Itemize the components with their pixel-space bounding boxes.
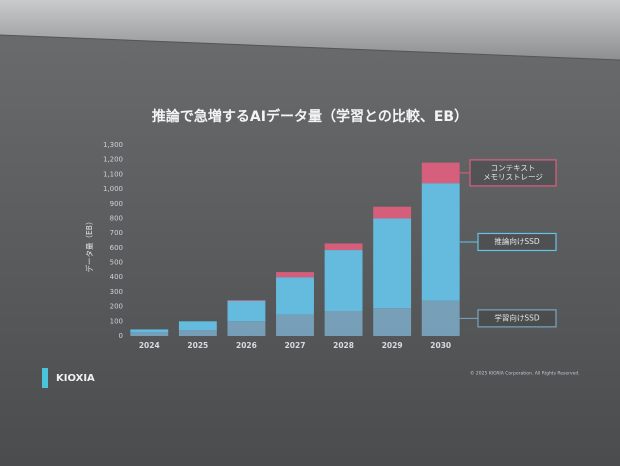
y-tick-label: 1,200	[103, 156, 123, 164]
y-tick-label: 400	[110, 273, 123, 281]
legend-label: 推論向けSSD	[494, 236, 540, 246]
x-tick-label: 2028	[333, 341, 354, 350]
chart-title: 推論で急増するAIデータ量（学習との比較、EB）	[152, 108, 468, 125]
y-tick-label: 900	[110, 200, 123, 208]
bar-segment	[276, 272, 314, 278]
x-tick-label: 2026	[236, 341, 257, 350]
bar-segment	[421, 162, 460, 184]
copyright: © 2025 KIOXIA Corporation. All Rights Re…	[470, 370, 580, 377]
y-tick-label: 300	[110, 288, 123, 296]
bar-segment	[276, 314, 314, 336]
bar-segment	[324, 243, 363, 251]
logo: KIOXIA	[56, 373, 95, 384]
x-tick-label: 2029	[382, 341, 403, 350]
bar-segment	[227, 300, 266, 322]
bar-segment	[130, 332, 169, 336]
y-tick-label: 800	[110, 214, 123, 222]
bar-segment	[324, 311, 363, 336]
legend-box	[477, 232, 557, 252]
y-tick-label: 100	[110, 317, 123, 325]
y-tick-label: 600	[110, 244, 123, 252]
y-tick-label: 1,000	[103, 185, 123, 193]
bar-segment	[421, 183, 460, 301]
x-tick-label: 2024	[139, 341, 160, 350]
x-tick-label: 2030	[430, 341, 451, 350]
bar-segment	[130, 329, 169, 333]
bar-segment	[421, 300, 460, 336]
bar-segment	[324, 250, 363, 312]
legend-box	[477, 309, 557, 328]
y-tick-label: 0	[119, 332, 123, 340]
bar-segment	[276, 277, 314, 315]
bar-segment	[227, 321, 266, 336]
y-tick-label: 700	[110, 229, 123, 237]
x-tick-label: 2025	[187, 341, 208, 350]
ceiling-edge	[0, 34, 620, 61]
bar-segment	[373, 308, 412, 336]
y-tick-label: 1,100	[103, 170, 123, 178]
logo-mark	[42, 368, 48, 388]
y-axis-label: データ量（EB）	[84, 218, 94, 273]
bar-segment	[373, 218, 412, 309]
x-tick-label: 2027	[285, 341, 306, 350]
bar-segment	[227, 300, 266, 301]
y-tick-label: 1,300	[103, 141, 123, 149]
y-tick-label: 200	[110, 303, 123, 311]
bar-segment	[178, 321, 217, 331]
y-tick-label: 500	[110, 259, 123, 267]
bar-segment	[178, 330, 217, 336]
legend-label: コンテキストメモリストレージ	[483, 163, 543, 181]
bar-segment	[373, 206, 412, 219]
legend-label: 学習向けSSD	[494, 312, 540, 322]
legend-box	[469, 159, 557, 187]
ceiling	[0, 0, 620, 60]
